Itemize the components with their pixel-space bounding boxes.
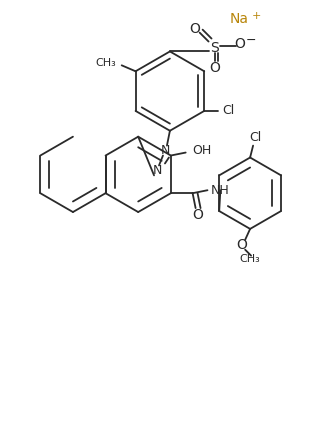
Text: O: O bbox=[209, 61, 220, 75]
Text: CH₃: CH₃ bbox=[95, 58, 116, 68]
Text: +: + bbox=[252, 11, 262, 21]
Text: O: O bbox=[234, 37, 245, 51]
Text: Cl: Cl bbox=[222, 105, 234, 118]
Text: OH: OH bbox=[193, 144, 212, 157]
Text: CH₃: CH₃ bbox=[240, 254, 261, 264]
Text: O: O bbox=[237, 238, 248, 252]
Text: N: N bbox=[160, 144, 170, 157]
Text: Cl: Cl bbox=[249, 130, 261, 143]
Text: S: S bbox=[210, 41, 219, 55]
Text: Na: Na bbox=[229, 12, 249, 26]
Text: N: N bbox=[152, 164, 162, 177]
Text: O: O bbox=[192, 208, 203, 222]
Text: O: O bbox=[189, 22, 200, 36]
Text: −: − bbox=[246, 34, 256, 47]
Text: NH: NH bbox=[211, 184, 229, 197]
